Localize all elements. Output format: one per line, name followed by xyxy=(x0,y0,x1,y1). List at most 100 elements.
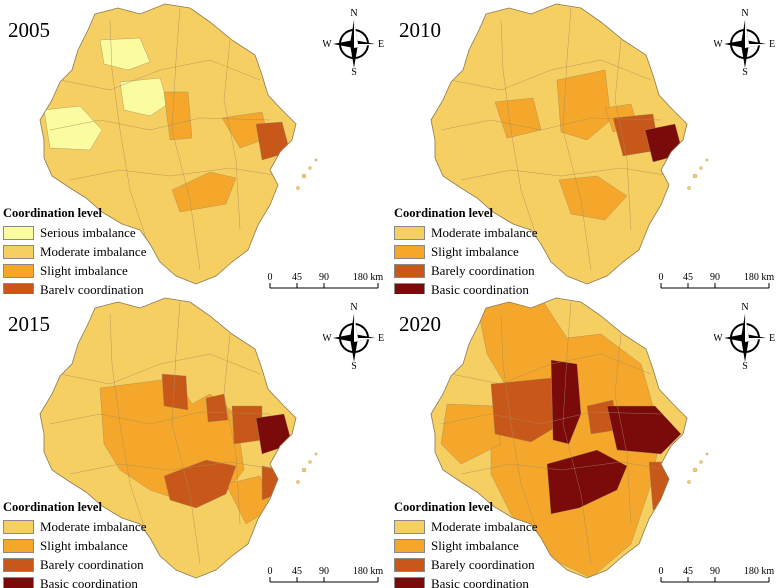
region-barely-1 xyxy=(161,373,189,411)
legend-item: Moderate imbalance xyxy=(394,517,594,536)
legend-swatch xyxy=(3,576,34,588)
compass-w: W xyxy=(323,39,332,50)
legend-swatch xyxy=(394,576,425,588)
coastal-islands xyxy=(296,452,318,484)
compass-s: S xyxy=(351,67,357,76)
legend-swatch xyxy=(3,263,34,278)
coastal-islands xyxy=(687,158,709,190)
legend-label: Barely coordination xyxy=(431,556,535,572)
legend-label: Moderate imbalance xyxy=(431,224,538,240)
compass-w: W xyxy=(323,333,332,344)
year-label: 2005 xyxy=(8,18,50,42)
legend-swatch xyxy=(394,557,425,572)
map-panel-2020: 2020 N S W E Coordination level Moderate… xyxy=(391,294,782,588)
legend-label: Basic coordination xyxy=(431,575,529,588)
region-barely-1 xyxy=(490,377,562,443)
region-slight-2 xyxy=(440,403,502,465)
legend-swatch xyxy=(3,244,34,259)
region-basic-1 xyxy=(550,359,582,445)
legend-item: Barely coordination xyxy=(3,555,203,574)
legend-swatch xyxy=(3,519,34,534)
north-arrow-compass: N S W E xyxy=(322,300,385,372)
region-slight-3 xyxy=(171,171,237,213)
legend: Coordination level Serious imbalance Mod… xyxy=(3,206,203,294)
scale-label: 90 xyxy=(710,272,720,283)
region-serious-1 xyxy=(99,37,151,71)
north-arrow-compass: N S W E xyxy=(322,6,385,78)
scale-label: 45 xyxy=(292,566,302,577)
legend: Coordination level Moderate imbalance Sl… xyxy=(394,206,594,294)
scale-label: 90 xyxy=(710,566,720,577)
coastal-islands xyxy=(687,452,709,484)
legend-item: Basic coordination xyxy=(3,574,203,588)
scale-bar: 0 45 90 180 km xyxy=(655,272,775,294)
legend-item: Barely coordination xyxy=(394,261,594,280)
compass-e: E xyxy=(378,39,384,50)
legend-label: Barely coordination xyxy=(40,281,144,295)
legend-swatch xyxy=(3,282,34,294)
region-slight-2 xyxy=(556,69,612,141)
region-serious-2 xyxy=(119,77,169,117)
legend-item: Serious imbalance xyxy=(3,223,203,242)
compass-e: E xyxy=(769,333,775,344)
legend-item: Basic coordination xyxy=(394,574,594,588)
north-arrow-compass: N S W E xyxy=(713,300,776,372)
compass-s: S xyxy=(351,361,357,370)
compass-n: N xyxy=(741,302,748,313)
scale-label: 0 xyxy=(658,272,664,283)
legend-item: Slight imbalance xyxy=(394,242,594,261)
legend-item: Slight imbalance xyxy=(3,536,203,555)
county-boundaries xyxy=(49,7,281,271)
yangtze-delta-map-2020 xyxy=(430,297,709,579)
legend-label: Serious imbalance xyxy=(40,224,136,240)
region-slight-4 xyxy=(558,175,628,221)
compass-s: S xyxy=(742,67,748,76)
coastal-islands xyxy=(296,158,318,190)
scale-label: 180 km xyxy=(743,272,775,283)
legend-label: Moderate imbalance xyxy=(40,243,147,259)
legend-label: Moderate imbalance xyxy=(40,518,147,534)
legend-label: Barely coordination xyxy=(431,262,535,278)
scale-label: 180 km xyxy=(352,272,384,283)
legend-swatch xyxy=(394,538,425,553)
map-panel-2010: 2010 N S W E Coordination level Moderate… xyxy=(391,0,782,294)
legend: Coordination level Moderate imbalance Sl… xyxy=(3,500,203,588)
region-barely-3 xyxy=(648,461,676,511)
scale-label: 180 km xyxy=(743,566,775,577)
legend-swatch xyxy=(394,244,425,259)
compass-e: E xyxy=(769,39,775,50)
county-boundaries xyxy=(49,301,281,565)
legend-swatch xyxy=(3,225,34,240)
legend-item: Moderate imbalance xyxy=(394,223,594,242)
year-label: 2020 xyxy=(399,312,441,336)
legend-title: Coordination level xyxy=(3,206,102,220)
legend-title: Coordination level xyxy=(394,500,493,514)
scale-label: 180 km xyxy=(352,566,384,577)
yangtze-delta-map-2015 xyxy=(39,297,318,579)
legend-label: Moderate imbalance xyxy=(431,518,538,534)
compass-w: W xyxy=(714,333,723,344)
legend-item: Slight imbalance xyxy=(394,536,594,555)
legend-title: Coordination level xyxy=(394,206,493,220)
scale-label: 0 xyxy=(267,272,273,283)
year-label: 2015 xyxy=(8,312,50,336)
compass-n: N xyxy=(741,8,748,19)
scale-label: 90 xyxy=(319,272,329,283)
legend: Coordination level Moderate imbalance Sl… xyxy=(394,500,594,588)
legend-label: Slight imbalance xyxy=(431,537,519,553)
legend-label: Basic coordination xyxy=(40,575,138,588)
legend-swatch xyxy=(3,538,34,553)
yangtze-delta-map-2005 xyxy=(39,3,318,285)
compass-w: W xyxy=(714,39,723,50)
legend-label: Basic coordination xyxy=(431,281,529,295)
legend-swatch xyxy=(394,225,425,240)
scale-bar: 0 45 90 180 km xyxy=(264,566,384,588)
scale-label: 0 xyxy=(658,566,664,577)
legend-label: Barely coordination xyxy=(40,556,144,572)
yangtze-delta-map-2010 xyxy=(430,3,709,285)
legend-swatch xyxy=(3,557,34,572)
legend-item: Moderate imbalance xyxy=(3,517,203,536)
legend-item: Barely coordination xyxy=(3,280,203,294)
compass-n: N xyxy=(350,302,357,313)
legend-item: Slight imbalance xyxy=(3,261,203,280)
